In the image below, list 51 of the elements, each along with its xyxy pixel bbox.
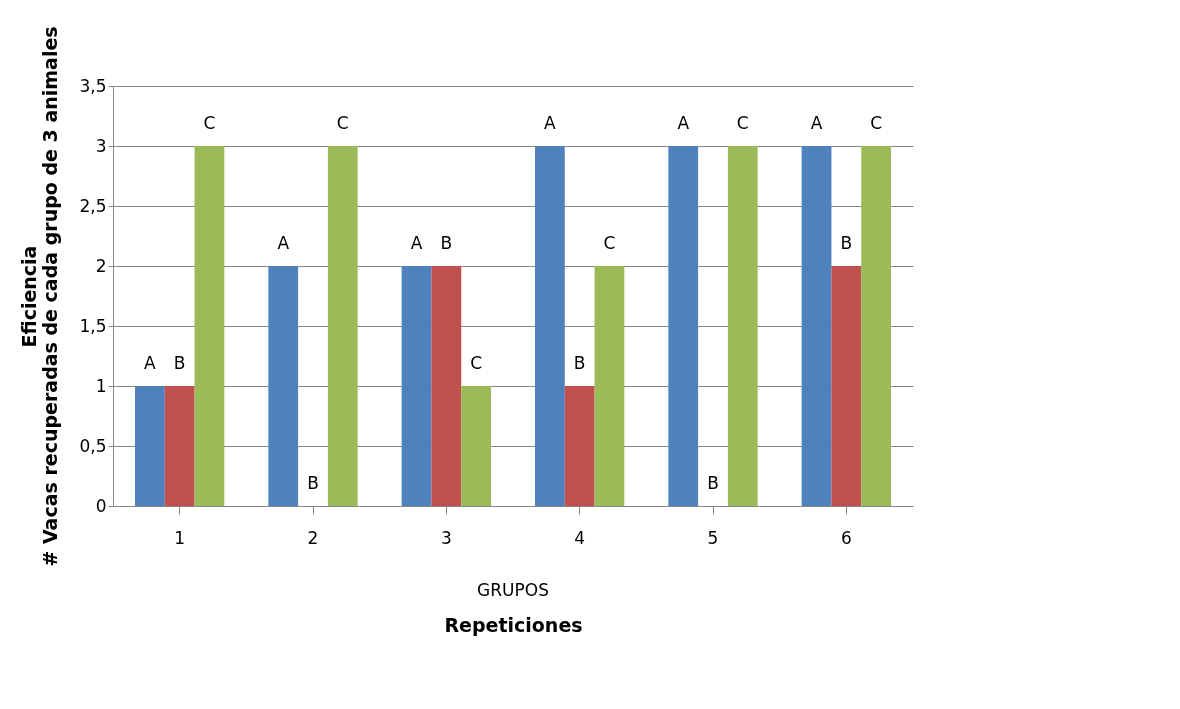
data-label: B (707, 473, 719, 493)
bar (327, 146, 358, 506)
y-tick-label: 3,5 (79, 75, 107, 96)
bar (831, 266, 862, 506)
data-label: C (470, 353, 483, 373)
bar (194, 146, 225, 506)
data-label: C (870, 113, 883, 133)
data-label: C (203, 113, 216, 133)
x-tick-label: 4 (574, 527, 586, 548)
y-tick-label: 2 (95, 255, 107, 276)
bar (564, 386, 595, 506)
x-tick-label: 1 (174, 527, 186, 548)
bar (135, 386, 165, 506)
bar (594, 266, 625, 506)
data-label: B (573, 353, 586, 373)
bar (401, 266, 432, 506)
data-label: A (277, 233, 290, 253)
y-tick-label: 0,5 (79, 435, 107, 456)
x-axis-title: Repeticiones (444, 613, 583, 636)
data-label: C (336, 113, 349, 133)
data-label: A (410, 233, 423, 253)
y-tick-label: 3 (95, 135, 107, 156)
data-label: B (840, 233, 853, 253)
y-tick-label: 1,5 (79, 315, 107, 336)
data-label: A (677, 113, 690, 133)
bar (535, 146, 565, 506)
x-tick-label: 3 (440, 527, 452, 548)
bar (268, 266, 299, 506)
data-label: C (736, 113, 749, 133)
y-tick-label: 2,5 (79, 195, 107, 216)
data-label: B (440, 233, 453, 253)
bar (861, 146, 891, 506)
bar (164, 386, 195, 506)
data-label: C (603, 233, 616, 253)
x-tick-label: 2 (307, 527, 319, 548)
y-axis-title: Eficiencia # Vacas recuperadas de cada grupo de 3 animales (18, 26, 62, 567)
data-label: A (144, 353, 157, 373)
data-label: B (173, 353, 186, 373)
bar (801, 146, 832, 506)
data-label: A (810, 113, 823, 133)
y-tick-label: 0 (95, 495, 107, 516)
x-tick-label: 6 (840, 527, 852, 548)
y-tick-label: 1 (95, 375, 107, 396)
data-label: B (307, 473, 319, 493)
data-label: A (544, 113, 557, 133)
text: GRUPOS (477, 580, 549, 600)
bar (431, 266, 462, 506)
bar (727, 146, 758, 506)
bar (668, 146, 699, 506)
x-tick-label: 5 (707, 527, 719, 548)
bar (461, 386, 491, 506)
